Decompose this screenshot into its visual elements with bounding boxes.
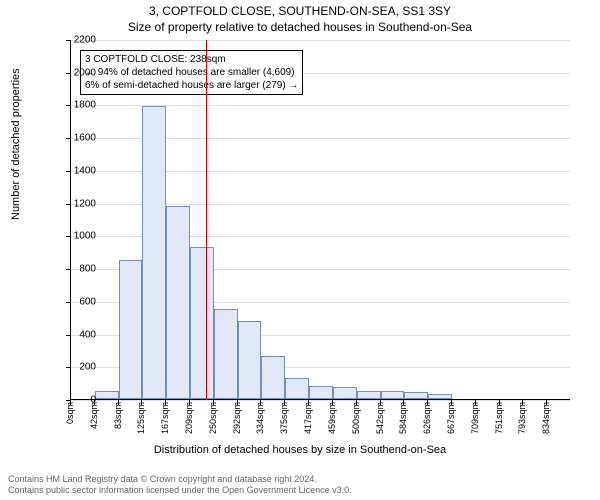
x-tick-label: 42sqm bbox=[89, 402, 99, 429]
x-tick-label: 626sqm bbox=[422, 402, 432, 434]
x-tick-label: 125sqm bbox=[136, 402, 146, 434]
x-tick-label: 667sqm bbox=[446, 402, 456, 434]
histogram-bar bbox=[428, 394, 452, 399]
x-tick-label: 459sqm bbox=[327, 402, 337, 434]
x-tick-label: 83sqm bbox=[113, 402, 123, 429]
chart-title-main: 3, COPTFOLD CLOSE, SOUTHEND-ON-SEA, SS1 … bbox=[0, 4, 600, 18]
y-tick-label: 2000 bbox=[36, 67, 96, 78]
citation: Contains HM Land Registry data © Crown c… bbox=[8, 474, 592, 496]
x-tick-label: 751sqm bbox=[494, 402, 504, 434]
x-tick-label: 500sqm bbox=[351, 402, 361, 434]
y-tick-label: 1200 bbox=[36, 198, 96, 209]
x-tick-label: 542sqm bbox=[375, 402, 385, 434]
annotation-box: 3 COPTFOLD CLOSE: 238sqm ← 94% of detach… bbox=[80, 50, 303, 95]
x-tick-label: 375sqm bbox=[279, 402, 289, 434]
y-tick-label: 2200 bbox=[36, 35, 96, 46]
y-tick-label: 200 bbox=[36, 362, 96, 373]
x-tick-label: 793sqm bbox=[517, 402, 527, 434]
histogram-bar bbox=[238, 321, 262, 399]
x-tick-label: 709sqm bbox=[470, 402, 480, 434]
histogram-bar bbox=[381, 391, 405, 399]
histogram-bar bbox=[261, 356, 285, 399]
y-tick-label: 800 bbox=[36, 264, 96, 275]
figure: 3, COPTFOLD CLOSE, SOUTHEND-ON-SEA, SS1 … bbox=[0, 0, 600, 500]
histogram-bar bbox=[142, 106, 166, 399]
citation-line-2: Contains public sector information licen… bbox=[8, 485, 592, 496]
property-marker-line bbox=[206, 40, 207, 400]
histogram-bar bbox=[119, 260, 143, 399]
y-tick-label: 400 bbox=[36, 329, 96, 340]
chart-title-sub: Size of property relative to detached ho… bbox=[0, 20, 600, 34]
grid-line bbox=[71, 40, 570, 41]
x-tick-label: 0sqm bbox=[65, 402, 75, 424]
x-tick-label: 209sqm bbox=[184, 402, 194, 434]
x-tick-label: 834sqm bbox=[541, 402, 551, 434]
annotation-line-1: 3 COPTFOLD CLOSE: 238sqm bbox=[85, 53, 298, 66]
citation-line-1: Contains HM Land Registry data © Crown c… bbox=[8, 474, 592, 485]
histogram-bar bbox=[190, 247, 214, 399]
y-tick-label: 1600 bbox=[36, 133, 96, 144]
histogram-bar bbox=[404, 392, 428, 399]
y-tick-label: 1400 bbox=[36, 165, 96, 176]
histogram-bar bbox=[357, 391, 381, 399]
histogram-bar bbox=[166, 206, 190, 399]
histogram-bar bbox=[95, 391, 119, 399]
y-tick-label: 600 bbox=[36, 296, 96, 307]
x-tick-label: 584sqm bbox=[398, 402, 408, 434]
y-axis-label: Number of detached properties bbox=[10, 68, 22, 220]
x-tick-label: 417sqm bbox=[303, 402, 313, 434]
histogram-bar bbox=[333, 387, 357, 399]
histogram-bar bbox=[214, 309, 238, 399]
x-tick-label: 334sqm bbox=[255, 402, 265, 434]
annotation-line-3: 6% of semi-detached houses are larger (2… bbox=[85, 79, 298, 92]
x-tick-label: 167sqm bbox=[160, 402, 170, 434]
x-axis-label: Distribution of detached houses by size … bbox=[0, 444, 600, 456]
histogram-bar bbox=[309, 386, 333, 399]
annotation-line-2: ← 94% of detached houses are smaller (4,… bbox=[85, 66, 298, 79]
grid-line bbox=[71, 400, 570, 401]
histogram-bar bbox=[285, 378, 309, 399]
y-tick-label: 1000 bbox=[36, 231, 96, 242]
y-tick-label: 1800 bbox=[36, 100, 96, 111]
x-tick-label: 292sqm bbox=[232, 402, 242, 434]
x-tick-label: 250sqm bbox=[208, 402, 218, 434]
